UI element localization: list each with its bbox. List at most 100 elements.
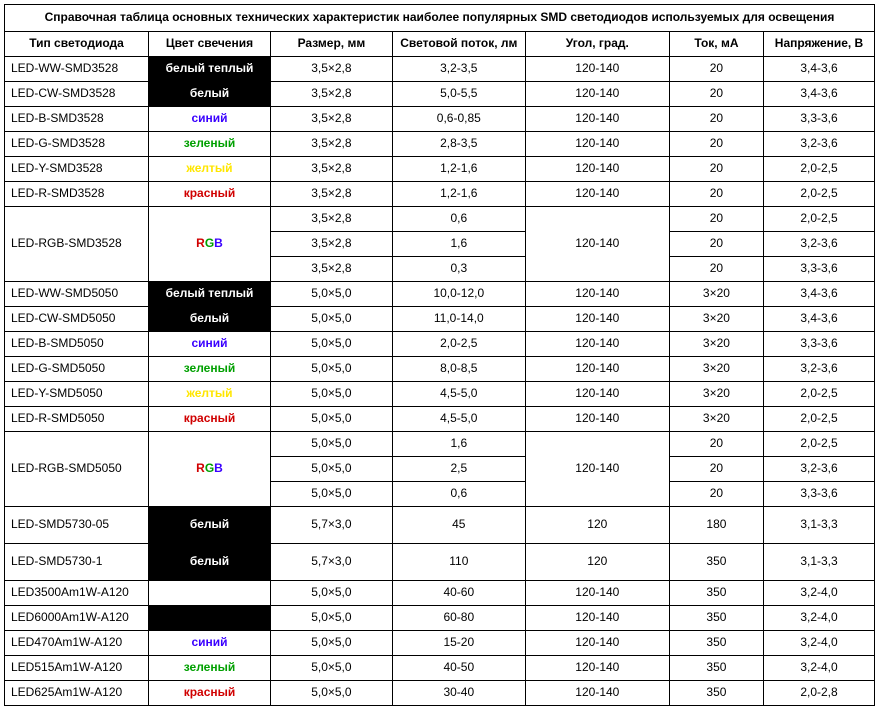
cell-size: 3,5×2,8	[270, 82, 392, 107]
cell-size: 5,7×3,0	[270, 544, 392, 581]
cell-current: 20	[669, 82, 763, 107]
cell-angle: 120-140	[525, 107, 669, 132]
cell-current: 20	[669, 257, 763, 282]
cell-size: 5,0×5,0	[270, 606, 392, 631]
col-angle: Угол, град.	[525, 32, 669, 57]
cell-current: 350	[669, 656, 763, 681]
cell-size: 3,5×2,8	[270, 57, 392, 82]
cell-current: 20	[669, 157, 763, 182]
cell-voltage: 2,0-2,5	[764, 432, 875, 457]
cell-flux: 8,0-8,5	[392, 357, 525, 382]
col-current: Ток, мА	[669, 32, 763, 57]
cell-angle: 120-140	[525, 207, 669, 282]
cell-angle: 120-140	[525, 57, 669, 82]
cell-voltage: 3,4-3,6	[764, 307, 875, 332]
table-row: LED-B-SMD5050синий5,0×5,02,0-2,5120-1403…	[5, 332, 875, 357]
cell-type: LED-G-SMD5050	[5, 357, 149, 382]
cell-flux: 3,2-3,5	[392, 57, 525, 82]
cell-angle: 120-140	[525, 681, 669, 706]
cell-current: 180	[669, 507, 763, 544]
cell-voltage: 3,2-4,0	[764, 581, 875, 606]
cell-color	[149, 606, 271, 631]
cell-flux: 30-40	[392, 681, 525, 706]
cell-color: синий	[149, 107, 271, 132]
table-row: LED470Am1W-A120синий5,0×5,015-20120-1403…	[5, 631, 875, 656]
table-row: LED-CW-SMD3528белый3,5×2,85,0-5,5120-140…	[5, 82, 875, 107]
cell-color: желтый	[149, 382, 271, 407]
cell-flux: 11,0-14,0	[392, 307, 525, 332]
cell-color: зеленый	[149, 656, 271, 681]
col-color: Цвет свечения	[149, 32, 271, 57]
cell-current: 3×20	[669, 357, 763, 382]
cell-current: 350	[669, 544, 763, 581]
cell-angle: 120-140	[525, 432, 669, 507]
cell-voltage: 3,3-3,6	[764, 482, 875, 507]
col-size: Размер, мм	[270, 32, 392, 57]
table-row: LED-Y-SMD3528желтый3,5×2,81,2-1,6120-140…	[5, 157, 875, 182]
cell-voltage: 2,0-2,5	[764, 207, 875, 232]
cell-type: LED-R-SMD5050	[5, 407, 149, 432]
cell-current: 20	[669, 182, 763, 207]
cell-voltage: 2,0-2,5	[764, 182, 875, 207]
cell-voltage: 3,2-3,6	[764, 457, 875, 482]
cell-type: LED-SMD5730-1	[5, 544, 149, 581]
table-row: LED-WW-SMD3528белый теплый3,5×2,83,2-3,5…	[5, 57, 875, 82]
cell-flux: 2,0-2,5	[392, 332, 525, 357]
cell-current: 20	[669, 457, 763, 482]
cell-angle: 120-140	[525, 407, 669, 432]
cell-type: LED-CW-SMD3528	[5, 82, 149, 107]
cell-color: красный	[149, 407, 271, 432]
cell-size: 5,7×3,0	[270, 507, 392, 544]
cell-color: RGB	[149, 207, 271, 282]
cell-voltage: 3,4-3,6	[764, 82, 875, 107]
cell-voltage: 3,2-3,6	[764, 232, 875, 257]
cell-flux: 1,6	[392, 232, 525, 257]
table-row: LED-Y-SMD5050желтый5,0×5,04,5-5,0120-140…	[5, 382, 875, 407]
cell-voltage: 3,2-4,0	[764, 606, 875, 631]
cell-current: 20	[669, 207, 763, 232]
cell-flux: 0,6	[392, 482, 525, 507]
cell-current: 20	[669, 432, 763, 457]
cell-flux: 5,0-5,5	[392, 82, 525, 107]
table-row: LED-RGB-SMD5050RGB5,0×5,01,6120-140202,0…	[5, 432, 875, 457]
cell-size: 5,0×5,0	[270, 482, 392, 507]
col-voltage: Напряжение, В	[764, 32, 875, 57]
cell-size: 5,0×5,0	[270, 332, 392, 357]
cell-size: 5,0×5,0	[270, 432, 392, 457]
cell-current: 20	[669, 132, 763, 157]
cell-color	[149, 581, 271, 606]
cell-type: LED-Y-SMD5050	[5, 382, 149, 407]
cell-angle: 120	[525, 507, 669, 544]
cell-size: 3,5×2,8	[270, 207, 392, 232]
cell-voltage: 2,0-2,5	[764, 382, 875, 407]
table-body: LED-WW-SMD3528белый теплый3,5×2,83,2-3,5…	[5, 57, 875, 706]
cell-flux: 40-60	[392, 581, 525, 606]
cell-size: 5,0×5,0	[270, 631, 392, 656]
cell-size: 5,0×5,0	[270, 457, 392, 482]
cell-color: зеленый	[149, 132, 271, 157]
cell-type: LED-B-SMD3528	[5, 107, 149, 132]
cell-type: LED625Am1W-A120	[5, 681, 149, 706]
cell-flux: 0,6	[392, 207, 525, 232]
cell-size: 3,5×2,8	[270, 157, 392, 182]
cell-current: 3×20	[669, 307, 763, 332]
table-row: LED-R-SMD3528красный3,5×2,81,2-1,6120-14…	[5, 182, 875, 207]
cell-size: 5,0×5,0	[270, 407, 392, 432]
cell-type: LED-SMD5730-05	[5, 507, 149, 544]
table-row: LED-SMD5730-05белый5,7×3,0451201803,1-3,…	[5, 507, 875, 544]
cell-flux: 40-50	[392, 656, 525, 681]
cell-current: 20	[669, 232, 763, 257]
cell-size: 5,0×5,0	[270, 357, 392, 382]
cell-flux: 45	[392, 507, 525, 544]
cell-flux: 2,8-3,5	[392, 132, 525, 157]
cell-type: LED-RGB-SMD3528	[5, 207, 149, 282]
cell-voltage: 3,2-4,0	[764, 631, 875, 656]
cell-color: желтый	[149, 157, 271, 182]
cell-angle: 120-140	[525, 581, 669, 606]
cell-current: 20	[669, 482, 763, 507]
cell-current: 350	[669, 606, 763, 631]
cell-type: LED-WW-SMD5050	[5, 282, 149, 307]
cell-size: 5,0×5,0	[270, 382, 392, 407]
cell-flux: 15-20	[392, 631, 525, 656]
table-row: LED-WW-SMD5050белый теплый5,0×5,010,0-12…	[5, 282, 875, 307]
